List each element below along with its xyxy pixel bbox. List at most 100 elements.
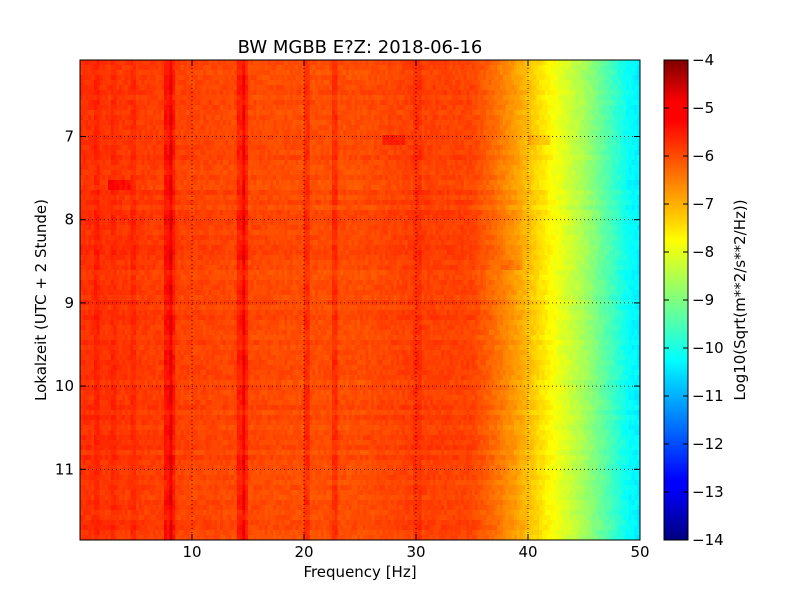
heatmap-cell xyxy=(124,165,128,171)
heatmap-cell xyxy=(542,150,546,156)
heatmap-cell xyxy=(452,85,456,91)
heatmap-cell xyxy=(273,145,277,151)
heatmap-cell xyxy=(623,100,627,106)
heatmap-cell xyxy=(262,80,266,86)
heatmap-cell xyxy=(410,75,414,81)
heatmap-cell xyxy=(323,100,327,106)
heatmap-cell xyxy=(276,180,280,186)
heatmap-cell xyxy=(486,115,490,121)
heatmap-cell xyxy=(298,75,302,81)
heatmap-cell xyxy=(203,135,207,141)
heatmap-cell xyxy=(318,155,322,161)
heatmap-cell xyxy=(318,85,322,91)
heatmap-cell xyxy=(458,100,462,106)
heatmap-cell xyxy=(144,165,148,171)
heatmap-cell xyxy=(234,125,238,131)
heatmap-cell xyxy=(603,70,607,76)
heatmap-cell xyxy=(430,170,434,176)
heatmap-cell xyxy=(432,120,436,126)
heatmap-cell xyxy=(578,80,582,86)
heatmap-cell xyxy=(85,70,89,76)
heatmap-cell xyxy=(418,100,422,106)
heatmap-cell xyxy=(533,130,537,136)
heatmap-cell xyxy=(460,175,464,181)
heatmap-cell xyxy=(542,135,546,141)
heatmap-cell xyxy=(511,65,515,71)
heatmap-cell xyxy=(413,170,417,176)
heatmap-cell xyxy=(88,165,92,171)
heatmap-cell xyxy=(284,150,288,156)
heatmap-cell xyxy=(180,155,184,161)
heatmap-cell xyxy=(155,180,159,186)
heatmap-cell xyxy=(379,100,383,106)
heatmap-cell xyxy=(192,170,196,176)
heatmap-cell xyxy=(505,170,509,176)
heatmap-cell xyxy=(556,75,560,81)
heatmap-cell xyxy=(435,70,439,76)
heatmap-cell xyxy=(320,70,324,76)
heatmap-cell xyxy=(130,160,134,166)
heatmap-cell xyxy=(194,165,198,171)
heatmap-cell xyxy=(236,140,240,146)
heatmap-cell xyxy=(556,100,560,106)
heatmap-cell xyxy=(141,90,145,96)
heatmap-cell xyxy=(561,115,565,121)
heatmap-cell xyxy=(108,110,112,116)
heatmap-cell xyxy=(234,170,238,176)
heatmap-cell xyxy=(424,130,428,136)
heatmap-cell xyxy=(511,170,515,176)
heatmap-cell xyxy=(589,135,593,141)
heatmap-cell xyxy=(242,140,246,146)
heatmap-cell xyxy=(385,155,389,161)
heatmap-cell xyxy=(276,170,280,176)
heatmap-cell xyxy=(264,110,268,116)
heatmap-cell xyxy=(194,80,198,86)
heatmap-cell xyxy=(572,110,576,116)
heatmap-cell xyxy=(158,110,162,116)
heatmap-cell xyxy=(452,135,456,141)
heatmap-cell xyxy=(245,135,249,141)
heatmap-cell xyxy=(444,175,448,181)
heatmap-cell xyxy=(399,65,403,71)
heatmap-cell xyxy=(572,60,576,66)
heatmap-cell xyxy=(542,95,546,101)
heatmap-cell xyxy=(150,90,154,96)
heatmap-cell xyxy=(119,95,123,101)
heatmap-cell xyxy=(94,105,98,111)
heatmap-cell xyxy=(623,125,627,131)
heatmap-cell xyxy=(312,180,316,186)
heatmap-cell xyxy=(511,160,515,166)
heatmap-cell xyxy=(85,150,89,156)
heatmap-cell xyxy=(430,100,434,106)
heatmap-cell xyxy=(556,125,560,131)
heatmap-cell xyxy=(463,130,467,136)
heatmap-cell xyxy=(390,115,394,121)
heatmap-cell xyxy=(628,85,632,91)
heatmap-cell xyxy=(637,170,641,176)
heatmap-cell xyxy=(245,115,249,121)
heatmap-cell xyxy=(435,60,439,66)
heatmap-cell xyxy=(169,120,173,126)
heatmap-cell xyxy=(469,90,473,96)
heatmap-cell xyxy=(332,120,336,126)
heatmap-cell xyxy=(500,130,504,136)
heatmap-cell xyxy=(567,125,571,131)
heatmap-cell xyxy=(626,95,630,101)
heatmap-cell xyxy=(637,130,641,136)
heatmap-cell xyxy=(178,135,182,141)
heatmap-cell xyxy=(418,170,422,176)
heatmap-cell xyxy=(136,125,140,131)
heatmap-cell xyxy=(270,65,274,71)
heatmap-cell xyxy=(180,70,184,76)
heatmap-cell xyxy=(466,145,470,151)
heatmap-cell xyxy=(161,100,165,106)
heatmap-cell xyxy=(124,120,128,126)
heatmap-cell xyxy=(108,70,112,76)
heatmap-cell xyxy=(539,85,543,91)
heatmap-cell xyxy=(614,85,618,91)
heatmap-cell xyxy=(508,155,512,161)
heatmap-cell xyxy=(326,70,330,76)
heatmap-cell xyxy=(474,105,478,111)
heatmap-cell xyxy=(323,75,327,81)
heatmap-cell xyxy=(628,170,632,176)
